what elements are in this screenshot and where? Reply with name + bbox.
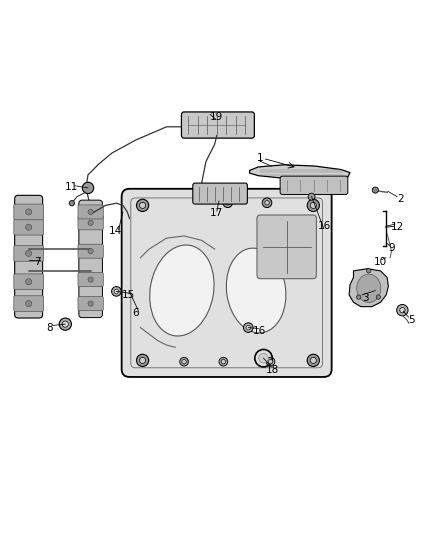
Circle shape	[112, 287, 121, 296]
Text: 16: 16	[253, 326, 266, 336]
Circle shape	[307, 354, 319, 367]
Text: 10: 10	[374, 257, 387, 267]
Ellipse shape	[150, 245, 214, 336]
Circle shape	[310, 357, 316, 364]
Circle shape	[182, 359, 186, 364]
Text: 15: 15	[122, 290, 135, 300]
Circle shape	[400, 308, 405, 313]
Text: 18: 18	[265, 365, 279, 375]
Circle shape	[137, 354, 149, 367]
Circle shape	[307, 199, 319, 212]
FancyBboxPatch shape	[14, 220, 43, 235]
Text: 1: 1	[257, 153, 264, 163]
FancyBboxPatch shape	[14, 274, 43, 289]
Circle shape	[367, 269, 371, 273]
Circle shape	[397, 304, 408, 316]
FancyBboxPatch shape	[78, 272, 103, 287]
Circle shape	[59, 318, 71, 330]
Text: 17: 17	[209, 208, 223, 218]
Circle shape	[62, 321, 68, 327]
Circle shape	[25, 279, 32, 285]
Circle shape	[180, 357, 188, 366]
FancyBboxPatch shape	[78, 297, 103, 311]
Ellipse shape	[226, 248, 286, 333]
FancyBboxPatch shape	[122, 189, 332, 377]
Polygon shape	[250, 165, 350, 180]
Circle shape	[372, 187, 378, 193]
Circle shape	[88, 301, 93, 306]
Circle shape	[221, 359, 226, 364]
Ellipse shape	[357, 274, 381, 303]
Circle shape	[88, 209, 93, 215]
Circle shape	[223, 198, 233, 207]
Circle shape	[25, 209, 32, 215]
FancyBboxPatch shape	[14, 246, 43, 261]
FancyBboxPatch shape	[257, 215, 316, 279]
FancyBboxPatch shape	[14, 195, 42, 318]
Circle shape	[88, 277, 93, 282]
FancyBboxPatch shape	[78, 205, 103, 219]
Circle shape	[246, 326, 251, 330]
Text: 14: 14	[109, 225, 122, 236]
Text: 19: 19	[209, 112, 223, 122]
FancyBboxPatch shape	[78, 244, 103, 258]
Circle shape	[88, 248, 93, 254]
Text: 16: 16	[318, 221, 331, 231]
Circle shape	[82, 182, 94, 193]
Circle shape	[219, 357, 228, 366]
FancyBboxPatch shape	[193, 183, 247, 204]
Text: 12: 12	[391, 222, 404, 232]
Circle shape	[69, 200, 74, 206]
Circle shape	[376, 295, 381, 299]
Text: 7: 7	[34, 257, 40, 267]
Circle shape	[259, 353, 268, 363]
FancyBboxPatch shape	[14, 204, 43, 220]
Circle shape	[310, 203, 316, 208]
Text: 5: 5	[408, 315, 414, 325]
Circle shape	[25, 224, 32, 230]
Circle shape	[244, 323, 253, 333]
FancyBboxPatch shape	[14, 296, 43, 311]
FancyBboxPatch shape	[181, 112, 254, 138]
Text: 11: 11	[65, 182, 78, 192]
Circle shape	[268, 359, 273, 364]
Polygon shape	[349, 269, 389, 306]
Text: 8: 8	[47, 322, 53, 333]
Text: 6: 6	[133, 308, 139, 318]
Circle shape	[357, 295, 361, 299]
Circle shape	[226, 200, 230, 205]
Circle shape	[140, 357, 146, 364]
Circle shape	[25, 251, 32, 256]
Circle shape	[25, 301, 32, 306]
Text: 9: 9	[388, 243, 395, 253]
Circle shape	[114, 289, 119, 294]
Circle shape	[88, 220, 93, 225]
Text: 3: 3	[362, 293, 369, 303]
Circle shape	[140, 203, 146, 208]
Circle shape	[308, 193, 315, 200]
FancyBboxPatch shape	[280, 176, 348, 195]
Circle shape	[265, 200, 269, 205]
Text: 2: 2	[397, 194, 403, 204]
FancyBboxPatch shape	[79, 200, 102, 318]
FancyBboxPatch shape	[78, 216, 103, 230]
Circle shape	[262, 198, 272, 207]
Circle shape	[137, 199, 149, 212]
Circle shape	[266, 357, 275, 366]
